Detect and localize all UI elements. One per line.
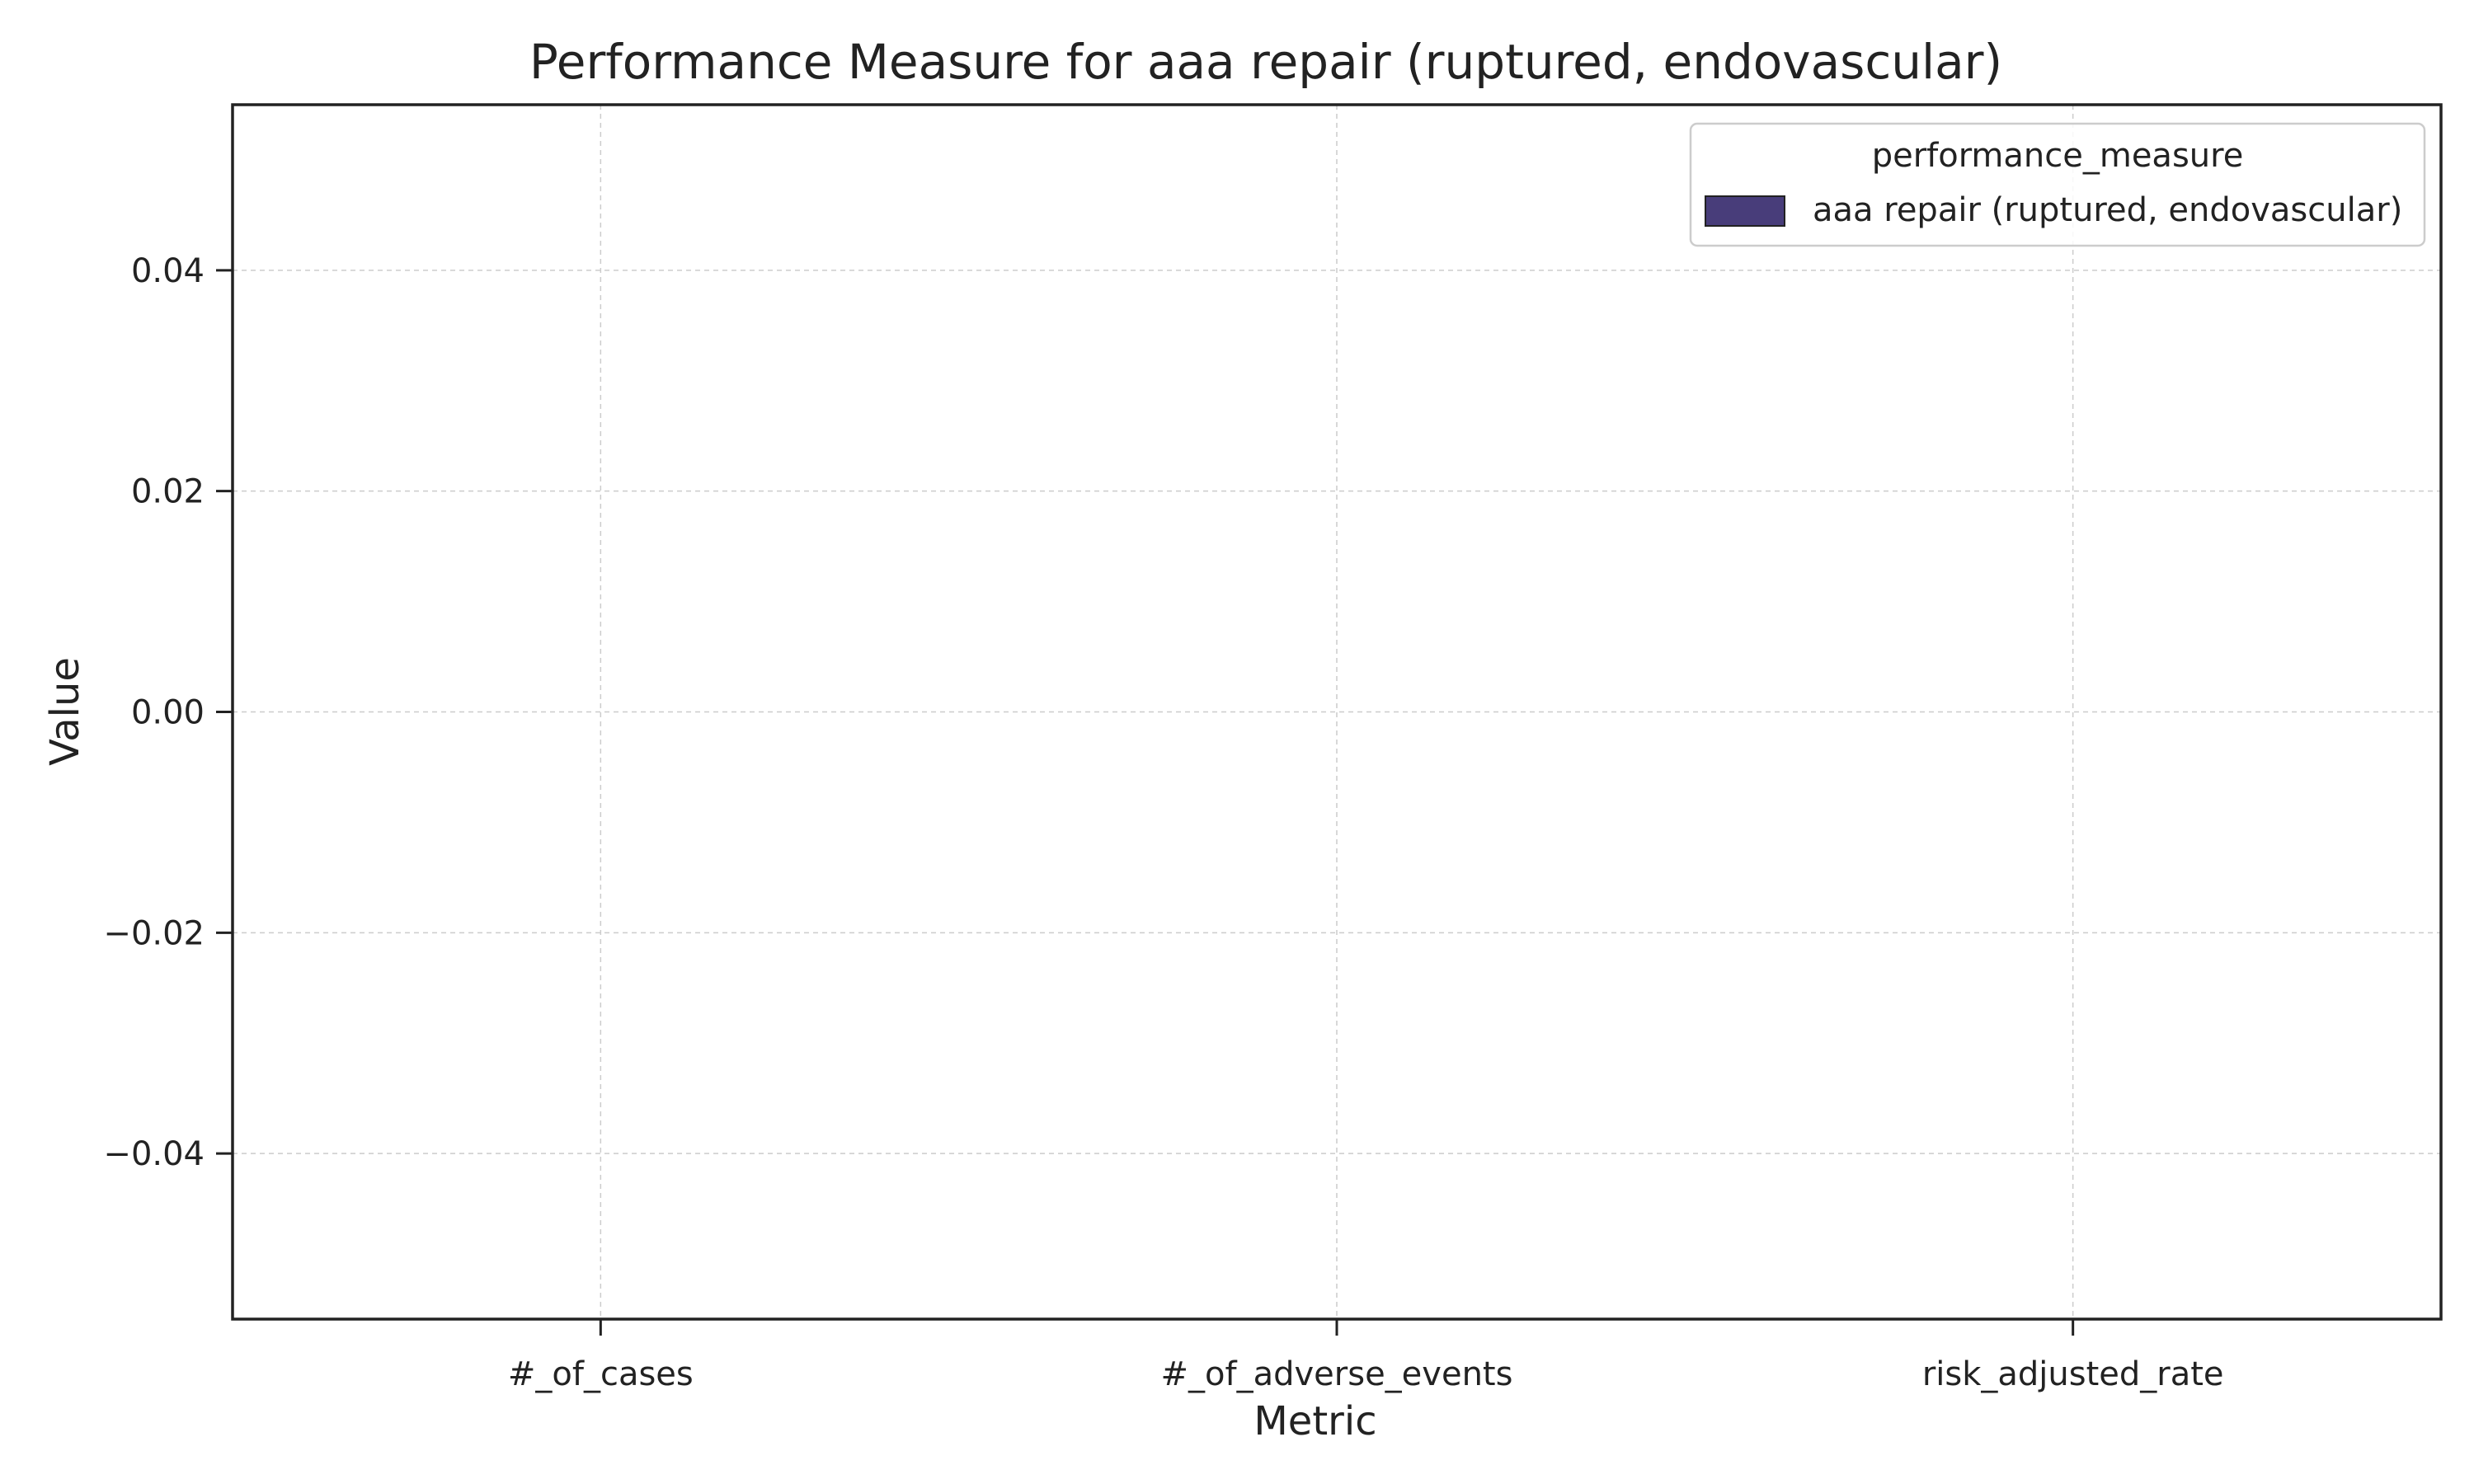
grid	[233, 105, 2441, 1319]
x-axis: #_of_cases #_of_adverse_events risk_adjust…	[508, 1319, 2224, 1393]
chart-title: Performance Measure for aaa repair (rupt…	[529, 34, 2002, 90]
y-axis-label: Value	[42, 657, 88, 766]
y-axis: −0.04 −0.02 0.00 0.02 0.04	[103, 252, 233, 1173]
y-tick-label: 0.00	[131, 694, 205, 732]
legend-swatch	[1705, 195, 1785, 227]
x-tick-label: risk_adjusted_rate	[1922, 1355, 2224, 1393]
legend-frame	[1689, 122, 2426, 247]
x-tick-label: #_of_cases	[508, 1355, 694, 1393]
x-tick-label: #_of_adverse_events	[1161, 1355, 1513, 1393]
y-tick-label: −0.04	[103, 1135, 205, 1173]
legend: performance_measure aaa repair (ruptured…	[1689, 122, 2426, 247]
y-tick-label: 0.04	[131, 252, 205, 290]
legend-title: performance_measure	[1872, 137, 2244, 175]
x-axis-label: Metric	[1253, 1398, 1376, 1444]
legend-entry-label: aaa repair (ruptured, endovascular)	[1813, 191, 2402, 229]
y-tick-label: −0.02	[103, 914, 205, 952]
y-tick-label: 0.02	[131, 473, 205, 511]
